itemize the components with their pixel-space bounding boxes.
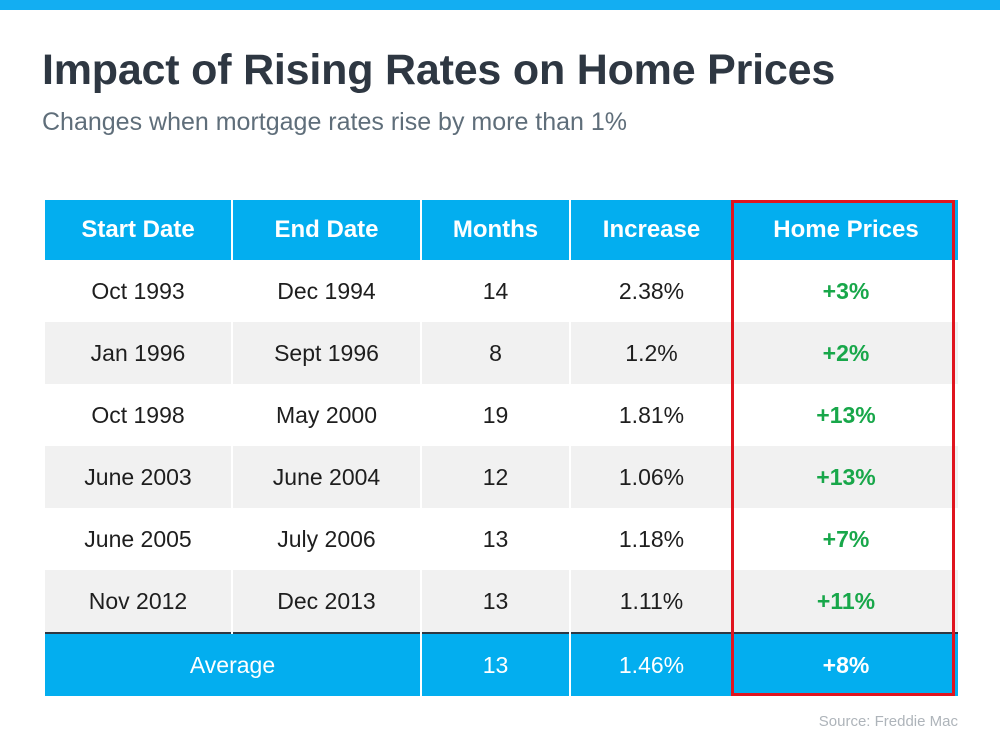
start-date-cell: Oct 1998	[43, 384, 233, 446]
header-row: Start Date End Date Months Increase Home…	[43, 200, 960, 260]
months-cell: 13	[420, 570, 571, 633]
months-cell: 12	[420, 446, 571, 508]
increase-cell: 1.2%	[569, 322, 734, 384]
average-row: Average 13 1.46% +8%	[43, 632, 960, 696]
increase-cell: 1.06%	[569, 446, 734, 508]
chart-subtitle: Changes when mortgage rates rise by more…	[42, 108, 628, 136]
start-date-cell: Nov 2012	[43, 570, 233, 633]
table-row: June 2003 June 2004 12 1.06% +13%	[43, 446, 960, 508]
home-price-cell: +13%	[732, 446, 960, 508]
increase-cell: 2.38%	[569, 260, 734, 322]
start-date-cell: June 2003	[43, 446, 233, 508]
end-date-cell: May 2000	[231, 384, 422, 446]
end-date-cell: Dec 2013	[231, 570, 422, 633]
months-cell: 14	[420, 260, 571, 322]
rates-table: Start Date End Date Months Increase Home…	[43, 200, 960, 696]
average-home-prices: +8%	[732, 632, 960, 696]
average-label: Average	[43, 632, 422, 696]
increase-cell: 1.11%	[569, 570, 734, 633]
top-accent-bar	[0, 0, 1000, 10]
table-row: Jan 1996 Sept 1996 8 1.2% +2%	[43, 322, 960, 384]
header-months: Months	[420, 200, 571, 260]
home-price-cell: +3%	[732, 260, 960, 322]
end-date-cell: Dec 1994	[231, 260, 422, 322]
home-price-cell: +2%	[732, 322, 960, 384]
header-increase: Increase	[569, 200, 734, 260]
header-end-date: End Date	[231, 200, 422, 260]
increase-cell: 1.18%	[569, 508, 734, 570]
average-increase: 1.46%	[569, 632, 734, 696]
table-row: Nov 2012 Dec 2013 13 1.11% +11%	[43, 570, 960, 633]
months-cell: 8	[420, 322, 571, 384]
home-price-cell: +7%	[732, 508, 960, 570]
start-date-cell: Oct 1993	[43, 260, 233, 322]
start-date-cell: June 2005	[43, 508, 233, 570]
end-date-cell: July 2006	[231, 508, 422, 570]
months-cell: 19	[420, 384, 571, 446]
header-home-prices: Home Prices	[732, 200, 960, 260]
start-date-cell: Jan 1996	[43, 322, 233, 384]
table-row: June 2005 July 2006 13 1.18% +7%	[43, 508, 960, 570]
table-row: Oct 1998 May 2000 19 1.81% +13%	[43, 384, 960, 446]
home-price-cell: +11%	[732, 570, 960, 633]
chart-title: Impact of Rising Rates on Home Prices	[42, 46, 836, 94]
source-note: Source: Freddie Mac	[818, 713, 958, 730]
average-months: 13	[420, 632, 571, 696]
increase-cell: 1.81%	[569, 384, 734, 446]
header-start-date: Start Date	[43, 200, 233, 260]
end-date-cell: Sept 1996	[231, 322, 422, 384]
end-date-cell: June 2004	[231, 446, 422, 508]
home-price-cell: +13%	[732, 384, 960, 446]
table-row: Oct 1993 Dec 1994 14 2.38% +3%	[43, 260, 960, 322]
months-cell: 13	[420, 508, 571, 570]
